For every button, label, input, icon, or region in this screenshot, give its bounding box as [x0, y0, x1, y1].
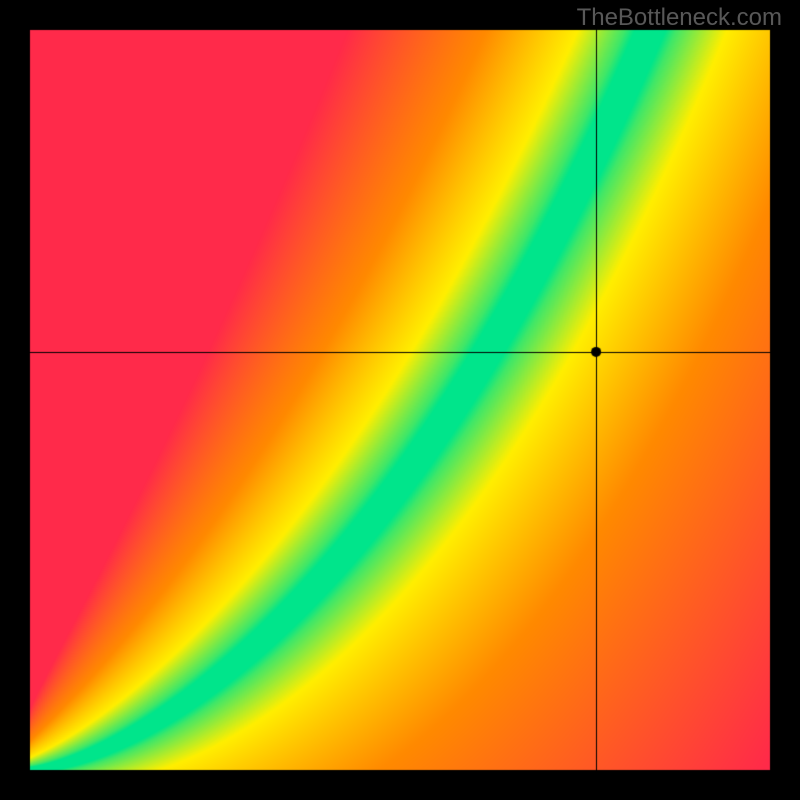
chart-container: { "type": "heatmap", "canvas": { "width"…: [0, 0, 800, 800]
watermark-text: TheBottleneck.com: [577, 4, 782, 32]
bottleneck-heatmap: [0, 0, 800, 800]
